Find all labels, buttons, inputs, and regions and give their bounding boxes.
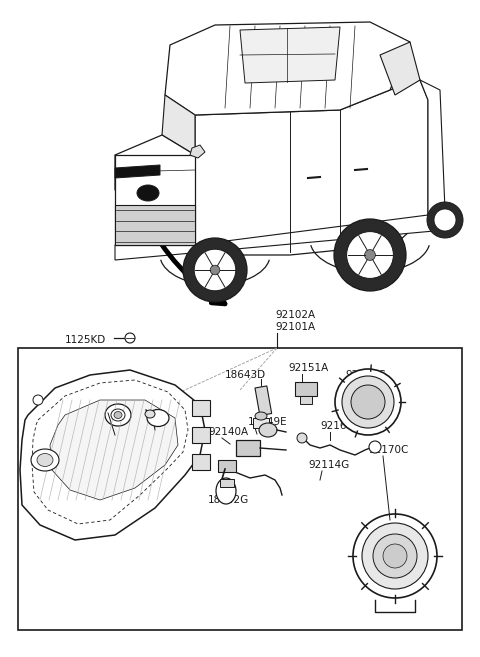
Bar [295,382,317,396]
Ellipse shape [105,404,131,426]
Text: 92151A: 92151A [288,363,328,373]
Bar [253,418,269,428]
Ellipse shape [37,453,53,466]
Circle shape [362,523,428,589]
Ellipse shape [259,423,277,437]
Circle shape [125,333,135,343]
Ellipse shape [216,478,236,504]
Polygon shape [240,27,340,83]
Bar [236,440,260,456]
Polygon shape [115,155,195,245]
Circle shape [335,369,401,435]
Text: 92163: 92163 [320,421,353,431]
Polygon shape [115,135,195,195]
Text: 18642G: 18642G [208,495,249,505]
Text: 92102A: 92102A [275,310,315,320]
Polygon shape [190,145,205,158]
Circle shape [33,395,43,405]
Bar [192,454,210,470]
Polygon shape [32,380,188,524]
Polygon shape [115,210,445,260]
Bar [192,400,210,416]
Circle shape [373,534,417,578]
Ellipse shape [147,409,169,426]
Circle shape [353,514,437,598]
Text: 92111C: 92111C [88,403,129,413]
Text: 92170C: 92170C [368,445,408,455]
Polygon shape [20,370,205,540]
Polygon shape [162,95,195,155]
Text: 92191C: 92191C [345,370,385,380]
Polygon shape [420,80,445,215]
Ellipse shape [31,449,59,471]
Circle shape [334,219,406,291]
Ellipse shape [145,410,155,418]
Circle shape [427,202,463,238]
Circle shape [365,250,375,260]
Circle shape [297,433,307,443]
Circle shape [347,232,394,279]
Bar [220,479,234,487]
Text: 18643D: 18643D [225,370,266,380]
Circle shape [183,238,247,302]
Bar [192,427,210,443]
Bar [255,386,272,416]
Text: 92114G: 92114G [308,460,349,470]
Circle shape [383,544,407,568]
Polygon shape [115,165,160,178]
Polygon shape [195,80,428,255]
Bar [300,396,312,404]
Text: 92140A: 92140A [208,427,248,437]
Circle shape [342,376,394,428]
Circle shape [369,441,381,453]
Polygon shape [115,205,195,245]
Circle shape [210,265,220,275]
Ellipse shape [111,409,125,421]
Polygon shape [165,22,410,115]
Polygon shape [50,400,178,500]
Polygon shape [380,42,420,95]
Text: 1125KD: 1125KD [65,335,106,345]
Bar [18,348,462,630]
Circle shape [434,209,456,231]
Ellipse shape [137,185,159,201]
Text: 92101A: 92101A [275,322,315,332]
Circle shape [194,249,236,291]
Ellipse shape [114,411,122,419]
Text: 18642G: 18642G [135,403,176,413]
Ellipse shape [255,412,267,420]
Text: 18649E: 18649E [248,417,288,427]
Circle shape [351,385,385,419]
Bar [218,460,236,472]
